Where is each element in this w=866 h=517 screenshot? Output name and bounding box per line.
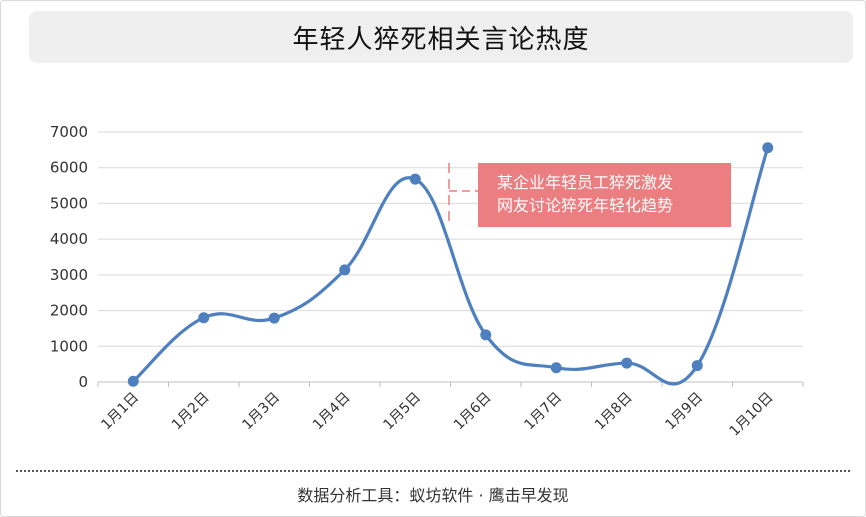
title-bar: 年轻人猝死相关言论热度 bbox=[29, 11, 853, 63]
y-tick-label: 1000 bbox=[50, 337, 88, 355]
data-point bbox=[762, 142, 774, 154]
data-point bbox=[621, 357, 633, 369]
data-point bbox=[409, 173, 421, 185]
chart-title: 年轻人猝死相关言论热度 bbox=[292, 24, 590, 55]
x-tick-label: 1月3日 bbox=[239, 390, 283, 434]
data-point bbox=[550, 362, 562, 374]
data-point bbox=[268, 312, 280, 324]
data-point bbox=[339, 264, 351, 276]
y-tick-label: 4000 bbox=[50, 230, 88, 248]
y-tick-label: 0 bbox=[78, 373, 88, 391]
x-tick-label: 1月8日 bbox=[592, 390, 636, 434]
x-tick-label: 1月7日 bbox=[521, 390, 565, 434]
y-tick-label: 6000 bbox=[50, 159, 88, 177]
y-tick-label: 7000 bbox=[50, 123, 88, 141]
x-tick-label: 1月1日 bbox=[98, 390, 142, 434]
data-point bbox=[198, 312, 210, 324]
footer-credit: 数据分析工具：蚁坊软件 · 鹰击早发现 bbox=[297, 486, 569, 505]
data-point bbox=[127, 375, 139, 387]
series-line bbox=[132, 147, 770, 386]
x-tick-label: 1月10日 bbox=[727, 390, 777, 440]
series-layer bbox=[127, 142, 774, 387]
footer-divider bbox=[16, 470, 850, 472]
x-tick-label: 1月2日 bbox=[169, 390, 213, 434]
x-tick-label: 1月9日 bbox=[662, 390, 706, 434]
x-tick-label: 1月6日 bbox=[451, 390, 495, 434]
data-point bbox=[691, 360, 703, 372]
annotation-callout: 某企业年轻员工猝死激发 网友讨论猝死年轻化趋势 bbox=[478, 163, 731, 227]
data-point bbox=[480, 329, 492, 341]
annotation-line-1: 某企业年轻员工猝死激发 bbox=[497, 173, 674, 192]
y-tick-label: 5000 bbox=[50, 194, 88, 212]
x-tick-label: 1月4日 bbox=[310, 390, 354, 434]
x-tick-label: 1月5日 bbox=[380, 390, 424, 434]
y-tick-label: 3000 bbox=[50, 266, 88, 284]
annotation-line-2: 网友讨论猝死年轻化趋势 bbox=[497, 196, 674, 215]
y-tick-label: 2000 bbox=[50, 302, 88, 320]
annotation-marker bbox=[448, 163, 478, 223]
